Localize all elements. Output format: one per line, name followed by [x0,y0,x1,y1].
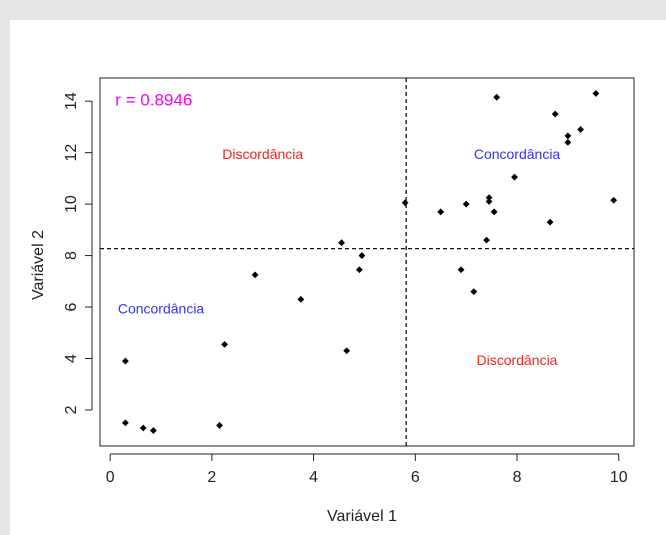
data-point [437,208,445,216]
quadrant-label: Concordância [474,146,561,162]
x-axis-label: Variável 1 [327,508,397,525]
y-tick-label: 6 [63,302,80,311]
data-point [546,218,554,226]
annotations: r = 0.8946 Discordância Concordância Concor… [115,91,560,368]
correlation-annotation: r = 0.8946 [115,91,192,110]
y-tick-label: 10 [63,195,80,213]
x-tick-label: 0 [106,469,115,486]
data-point [355,266,363,274]
chart-frame [10,20,666,535]
x-tick-label: 10 [610,469,628,486]
quadrant-label: Discordância [477,352,558,368]
data-point [221,340,228,348]
data-point [216,422,223,429]
data-point [592,90,600,97]
x-tick-label: 2 [207,469,216,486]
reference-lines [100,78,634,446]
data-point [338,239,345,247]
data-point [485,198,493,205]
data-point [483,236,490,244]
y-tick-label: 12 [63,144,80,162]
data-point [610,196,618,204]
y-axis: 2 4 6 8 10 12 14 [63,92,93,414]
data-point [470,288,478,295]
data-point [493,93,501,101]
data-point [251,271,259,279]
data-point [462,200,470,208]
quadrant-label: Discordância [222,146,303,162]
data-point [511,173,518,181]
x-tick-label: 8 [513,469,522,486]
y-tick-label: 14 [63,92,80,110]
quadrant-label: Concordância [118,300,205,316]
y-tick-label: 2 [63,405,80,414]
data-point [490,208,498,216]
data-point [139,424,147,432]
data-point [457,266,465,274]
data-point [551,110,559,118]
data-point [358,252,366,259]
data-point [343,347,351,355]
data-points [122,90,618,434]
data-point [297,295,305,303]
plot-area [99,77,635,447]
plot-border [99,77,635,447]
data-point [485,194,493,202]
x-tick-label: 4 [309,469,318,486]
x-axis: 0 2 4 6 8 10 [106,453,628,486]
data-point [577,126,584,133]
x-tick-label: 6 [411,469,420,486]
data-point [564,132,572,140]
data-point [564,138,572,146]
data-point [401,199,409,207]
data-point [122,357,129,365]
data-point [150,427,157,434]
y-axis-label: Variável 2 [30,230,47,300]
data-point [122,419,129,427]
y-tick-label: 4 [63,354,80,363]
y-tick-label: 8 [63,251,80,260]
